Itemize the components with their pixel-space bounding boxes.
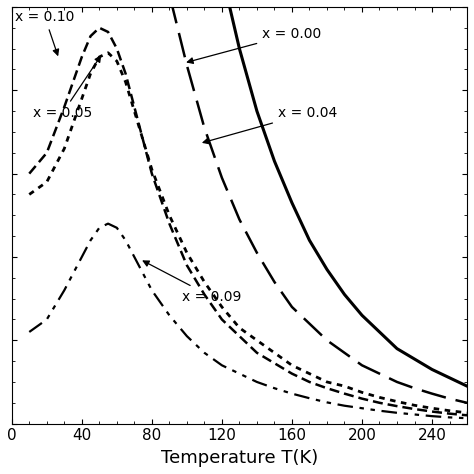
Text: x = 0.10: x = 0.10 [15,10,74,55]
Text: x = 0.04: x = 0.04 [203,106,337,144]
Text: x = 0.09: x = 0.09 [143,261,241,303]
Text: x = 0.00: x = 0.00 [187,27,321,64]
X-axis label: Temperature T(K): Temperature T(K) [161,449,318,467]
Text: x = 0.05: x = 0.05 [33,56,100,120]
